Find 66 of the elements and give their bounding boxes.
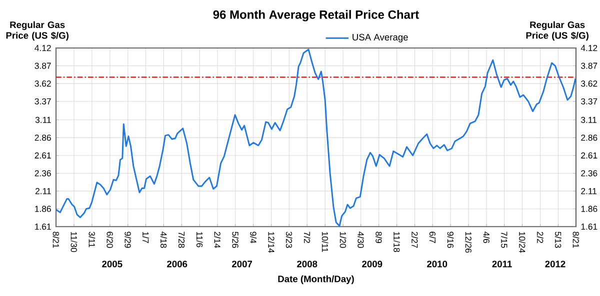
y-axis-title: Regular Gas Price (US $/G)	[6, 21, 68, 41]
chart-title: 96 Month Average Retail Price Chart	[213, 10, 419, 22]
x-tick-label: 2/14	[214, 232, 221, 248]
y2-tick-label: 3.37	[581, 98, 598, 104]
x-tick-label: 9/4	[250, 232, 257, 244]
x-tick-label: 11/6	[196, 232, 203, 248]
x-tick-label: 1/20	[340, 232, 346, 248]
x-tick-label: 3/23	[286, 232, 292, 248]
x-tick-label: 7/2	[304, 232, 310, 243]
y2-tick-label: 3.11	[581, 116, 596, 123]
text: 2009	[362, 260, 382, 268]
x-tick-label: 6/20	[106, 232, 114, 248]
y2-tick-label: 3.87	[581, 62, 598, 69]
text: 2008	[297, 260, 318, 268]
x-tick-label: 1/7	[142, 232, 149, 243]
y-tick-label: 2.36	[34, 170, 51, 176]
text: 2005	[102, 260, 122, 268]
text: 2011	[492, 260, 512, 268]
y-tick-label: 3.62	[34, 80, 51, 87]
x-tick-label: 10/11	[322, 232, 328, 252]
x-tick-label: 8/21	[572, 232, 580, 248]
x-tick-label: 3/11	[88, 232, 96, 248]
text: 2006	[167, 260, 188, 268]
y-tick-label: 3.11	[35, 116, 51, 123]
text: 2012	[545, 260, 566, 268]
y2-tick-label: 2.86	[581, 134, 598, 141]
x-tick-label: 8/21	[52, 232, 60, 248]
x-tick-label: 9/29	[124, 232, 132, 248]
x-tick-label: 12/14	[268, 232, 275, 253]
x-tick-label: 10/24	[519, 232, 526, 253]
x-tick-label: 4/6	[483, 232, 490, 244]
x-axis-title: Date (Month/Day)	[278, 275, 354, 284]
x-tick-label: 4/30	[358, 232, 364, 248]
line-series	[55, 48, 576, 227]
x-tick-label: 5/26	[232, 232, 239, 248]
text: 2007	[232, 260, 252, 268]
x-tick-label: 11/30	[70, 232, 78, 252]
y-tick-label: 2.61	[34, 152, 51, 159]
x-tick-label: 5/13	[555, 232, 562, 248]
y-tick-label: 3.87	[34, 62, 51, 69]
x-tick-label: 7/28	[178, 232, 185, 248]
y2-tick-label: 1.61	[581, 224, 598, 230]
x-tick-label: 7/15	[501, 232, 508, 248]
x-tick-label: 12/26	[465, 232, 472, 253]
y-tick-label: 1.61	[35, 224, 51, 230]
text: 2010	[427, 260, 448, 268]
x-tick-label: 11/18	[394, 232, 400, 252]
x-tick-label: 9/16	[447, 232, 454, 248]
x-tick-label: 4/18	[160, 232, 167, 248]
y2-tick-label: 4.12	[580, 44, 598, 52]
y-tick-label: 1.86	[35, 206, 51, 212]
y-tick-label: 4.12	[34, 44, 51, 52]
x-tick-label: 8/9	[376, 232, 382, 244]
y-tick-label: 2.11	[36, 188, 51, 194]
y2-tick-label: 2.36	[581, 170, 598, 176]
x-tick-label: 2/27	[412, 232, 418, 248]
y2-tick-label: 1.86	[581, 206, 598, 212]
y2-tick-label: 3.62	[581, 80, 598, 87]
x-tick-label: 6/7	[429, 232, 436, 243]
y2-tick-label: 2.11	[581, 188, 596, 194]
y-tick-label: 3.37	[34, 98, 51, 104]
y-tick-label: 2.86	[34, 134, 51, 141]
y2-axis-title: Regular Gas Price (US $/G)	[526, 21, 588, 41]
y2-tick-label: 2.61	[581, 152, 598, 159]
x-tick-label: 2/2	[537, 232, 544, 243]
legend-label: USA Average	[352, 34, 408, 42]
